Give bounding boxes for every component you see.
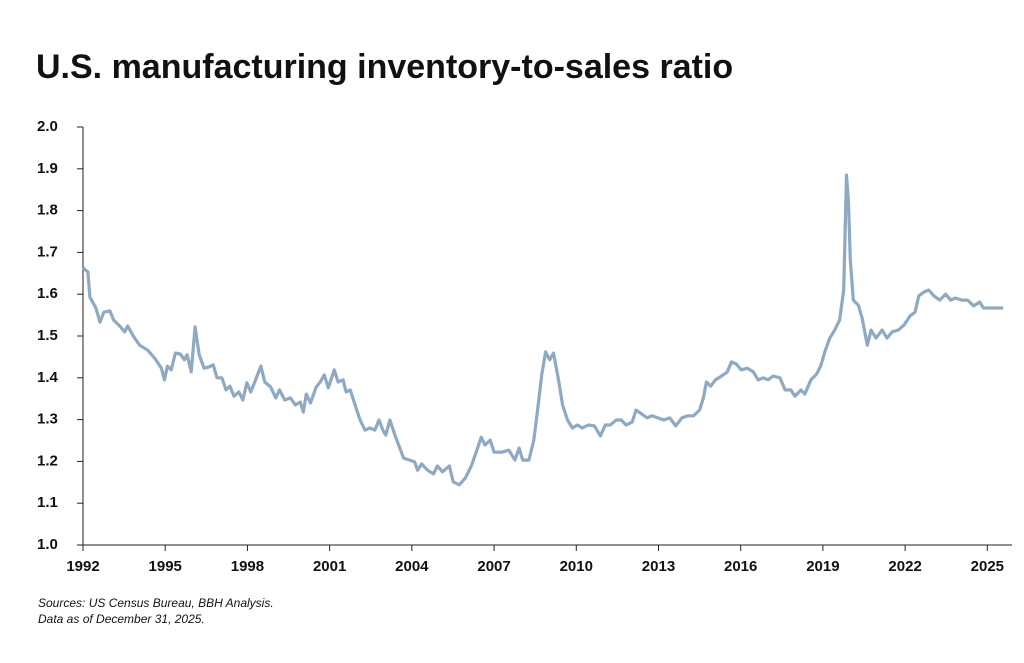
x-tick-label: 2010 — [560, 558, 593, 575]
x-tick-label: 2007 — [477, 558, 510, 575]
x-tick-label: 2016 — [724, 558, 757, 575]
series-line — [81, 173, 1004, 487]
y-tick-label: 1.3 — [37, 411, 58, 428]
y-tick-label: 1.4 — [37, 369, 59, 386]
source-note: Sources: US Census Bureau, BBH Analysis. — [38, 596, 274, 610]
x-tick-label: 2025 — [971, 558, 1004, 575]
x-tick-label: 2004 — [395, 558, 429, 575]
y-tick-label: 1.9 — [37, 160, 58, 177]
chart-title: U.S. manufacturing inventory-to-sales ra… — [36, 48, 733, 86]
y-tick-label: 1.6 — [37, 285, 58, 302]
x-tick-label: 2022 — [888, 558, 921, 575]
y-tick-label: 1.0 — [37, 536, 58, 553]
x-tick-label: 1998 — [231, 558, 264, 575]
y-tick-label: 2.0 — [37, 118, 58, 135]
y-tick-label: 1.2 — [37, 452, 58, 469]
date-note: Data as of December 31, 2025. — [38, 612, 205, 626]
y-tick-label: 1.5 — [37, 327, 58, 344]
y-tick-label: 1.7 — [37, 243, 58, 260]
x-tick-label: 1992 — [66, 558, 99, 575]
x-tick-label: 2019 — [806, 558, 839, 575]
x-tick-label: 1995 — [149, 558, 182, 575]
x-tick-label: 2013 — [642, 558, 675, 575]
y-tick-label: 1.1 — [37, 494, 58, 511]
x-tick-label: 2001 — [313, 558, 346, 575]
y-tick-label: 1.8 — [37, 202, 58, 219]
